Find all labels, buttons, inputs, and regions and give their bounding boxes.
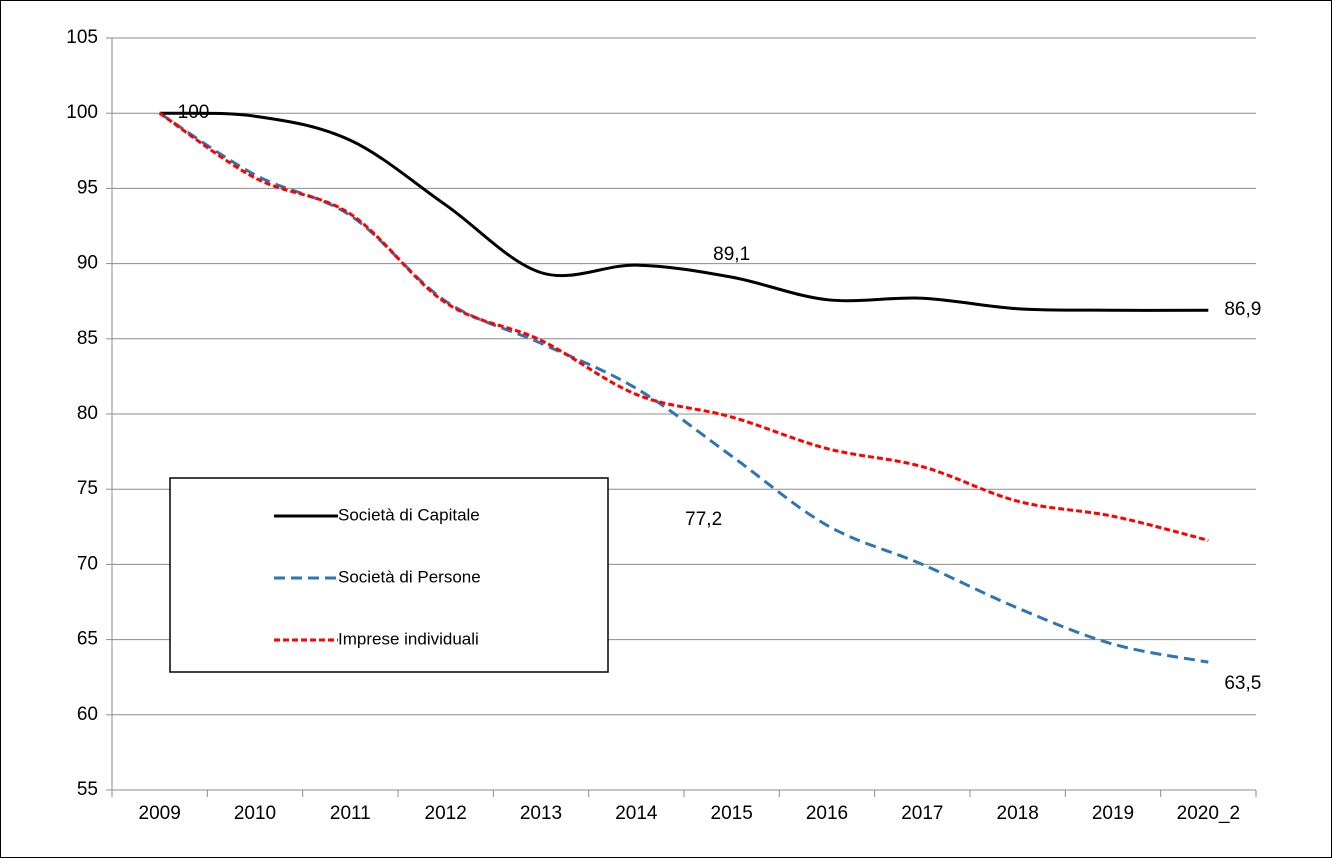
legend-label: Società di Persone (338, 567, 481, 586)
y-tick-label: 60 (77, 704, 98, 725)
x-tick-label: 2012 (425, 803, 467, 824)
y-tick-label: 85 (77, 328, 98, 349)
legend-label: Imprese individuali (338, 629, 479, 648)
x-tick-label: 2014 (615, 803, 658, 824)
y-tick-label: 90 (77, 253, 98, 274)
x-tick-label: 2017 (901, 803, 943, 824)
y-tick-label: 95 (77, 177, 98, 198)
x-tick-label: 2011 (330, 803, 371, 824)
data-label: 63,5 (1224, 673, 1261, 694)
x-tick-label: 2009 (139, 803, 181, 824)
x-tick-label: 2019 (1092, 803, 1134, 824)
y-tick-label: 75 (77, 478, 98, 499)
x-tick-label: 2016 (806, 803, 848, 824)
data-label: 77,2 (685, 509, 722, 530)
series-line (159, 111, 1209, 312)
legend: Società di Capitale Società di Persone Imp… (169, 477, 609, 673)
y-tick-label: 105 (66, 27, 98, 48)
series-line (158, 111, 1209, 664)
legend-box (169, 477, 609, 673)
data-label: 100 (178, 102, 210, 123)
x-tick-label: 2013 (520, 803, 562, 824)
y-tick-label: 55 (77, 779, 98, 800)
x-tick-label: 2015 (711, 803, 753, 824)
y-tick-label: 100 (66, 102, 98, 123)
legend-label: Società di Capitale (338, 505, 480, 524)
series-line (158, 111, 1209, 542)
data-label: 86,9 (1224, 299, 1261, 320)
x-tick-label: 2020_2 (1177, 803, 1240, 824)
data-label: 89,1 (713, 244, 750, 265)
x-tick-label: 2010 (234, 803, 276, 824)
y-tick-label: 65 (77, 629, 98, 650)
x-tick-label: 2018 (997, 803, 1039, 824)
y-tick-label: 70 (77, 553, 98, 574)
y-tick-label: 80 (77, 403, 98, 424)
